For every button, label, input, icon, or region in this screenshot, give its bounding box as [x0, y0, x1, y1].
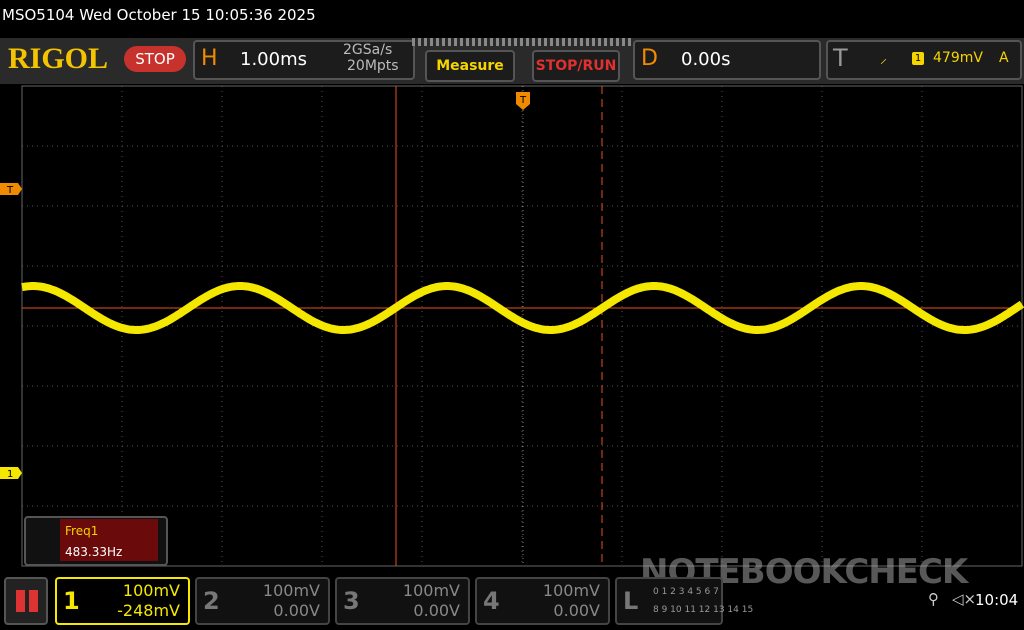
measure-result-bg: [60, 519, 158, 561]
ch1-offset-marker: [0, 467, 22, 479]
sample-rate: 2GSa/s: [343, 42, 393, 58]
channel-box[interactable]: 4 100mV 0.00V: [475, 577, 610, 625]
run-state[interactable]: STOP: [124, 46, 186, 72]
grid-border: [21, 85, 1023, 567]
channel-offset: 0.00V: [413, 601, 460, 620]
channel-box[interactable]: 3 100mV 0.00V: [335, 577, 470, 625]
channel-scale: 100mV: [402, 581, 460, 600]
d-letter: D: [641, 46, 658, 71]
trigger-level-marker: [0, 183, 22, 195]
logic-letter: L: [623, 587, 639, 615]
ch1-offset-marker-text: 1: [7, 469, 13, 480]
menu-icon: [16, 590, 38, 612]
timebase: 1.00ms: [240, 49, 307, 70]
channel-box[interactable]: 2 100mV 0.00V: [195, 577, 330, 625]
horizontal-box[interactable]: [193, 40, 415, 80]
channel-scale: 100mV: [122, 581, 180, 600]
channel-number: 1: [63, 587, 80, 615]
delay-box[interactable]: [633, 40, 821, 80]
trigger-source: 1: [912, 52, 924, 65]
waveform-area: T 1 T: [0, 85, 1024, 567]
trigger-box[interactable]: [826, 40, 1022, 80]
channel-box[interactable]: 1 100mV -248mV: [55, 577, 190, 625]
status-text: MSO5104 Wed October 15 10:05:36 2025: [2, 6, 316, 24]
memory-depth: 20Mpts: [347, 58, 399, 74]
trigger-position-marker: [516, 92, 530, 110]
channel-number: 4: [483, 587, 500, 615]
memory-bar: [412, 38, 634, 46]
t-letter: T: [833, 44, 848, 72]
delay-value: 0.00s: [681, 49, 731, 70]
channel-offset: 0.00V: [273, 601, 320, 620]
sound-icon: ◁×: [952, 590, 977, 608]
channel-offset: 0.00V: [553, 601, 600, 620]
channel-scale: 100mV: [542, 581, 600, 600]
logic-box[interactable]: L 0 1 2 3 4 5 6 7 8 9 10 11 12 13 14 15: [615, 577, 753, 625]
logic-row1: 0 1 2 3 4 5 6 7: [653, 587, 719, 597]
waveform: [21, 282, 1024, 334]
channel-scale: 100mV: [262, 581, 320, 600]
channel-number: 3: [343, 587, 360, 615]
channel-offset: -248mV: [117, 601, 180, 620]
h-letter: H: [201, 46, 218, 71]
measure-label: Freq1: [65, 524, 99, 538]
stop-run-button[interactable]: STOP/RUN: [532, 50, 620, 82]
trigger-position-marker-text: T: [519, 95, 527, 106]
logic-row2: 8 9 10 11 12 13 14 15: [653, 605, 754, 615]
trigger-mode: A: [999, 50, 1009, 66]
trigger-level: 479mV: [933, 50, 983, 66]
usb-icon: ⚲: [928, 590, 939, 608]
brand: RIGOL: [8, 42, 109, 75]
trigger-level-marker-text: T: [6, 185, 14, 196]
measure-value: 483.33Hz: [65, 545, 123, 559]
channel-number: 2: [203, 587, 220, 615]
measure-button[interactable]: Measure: [425, 50, 515, 82]
clock: 10:04: [975, 591, 1019, 609]
edge-icon: ⸝: [880, 51, 887, 67]
menu-button[interactable]: [4, 577, 48, 625]
